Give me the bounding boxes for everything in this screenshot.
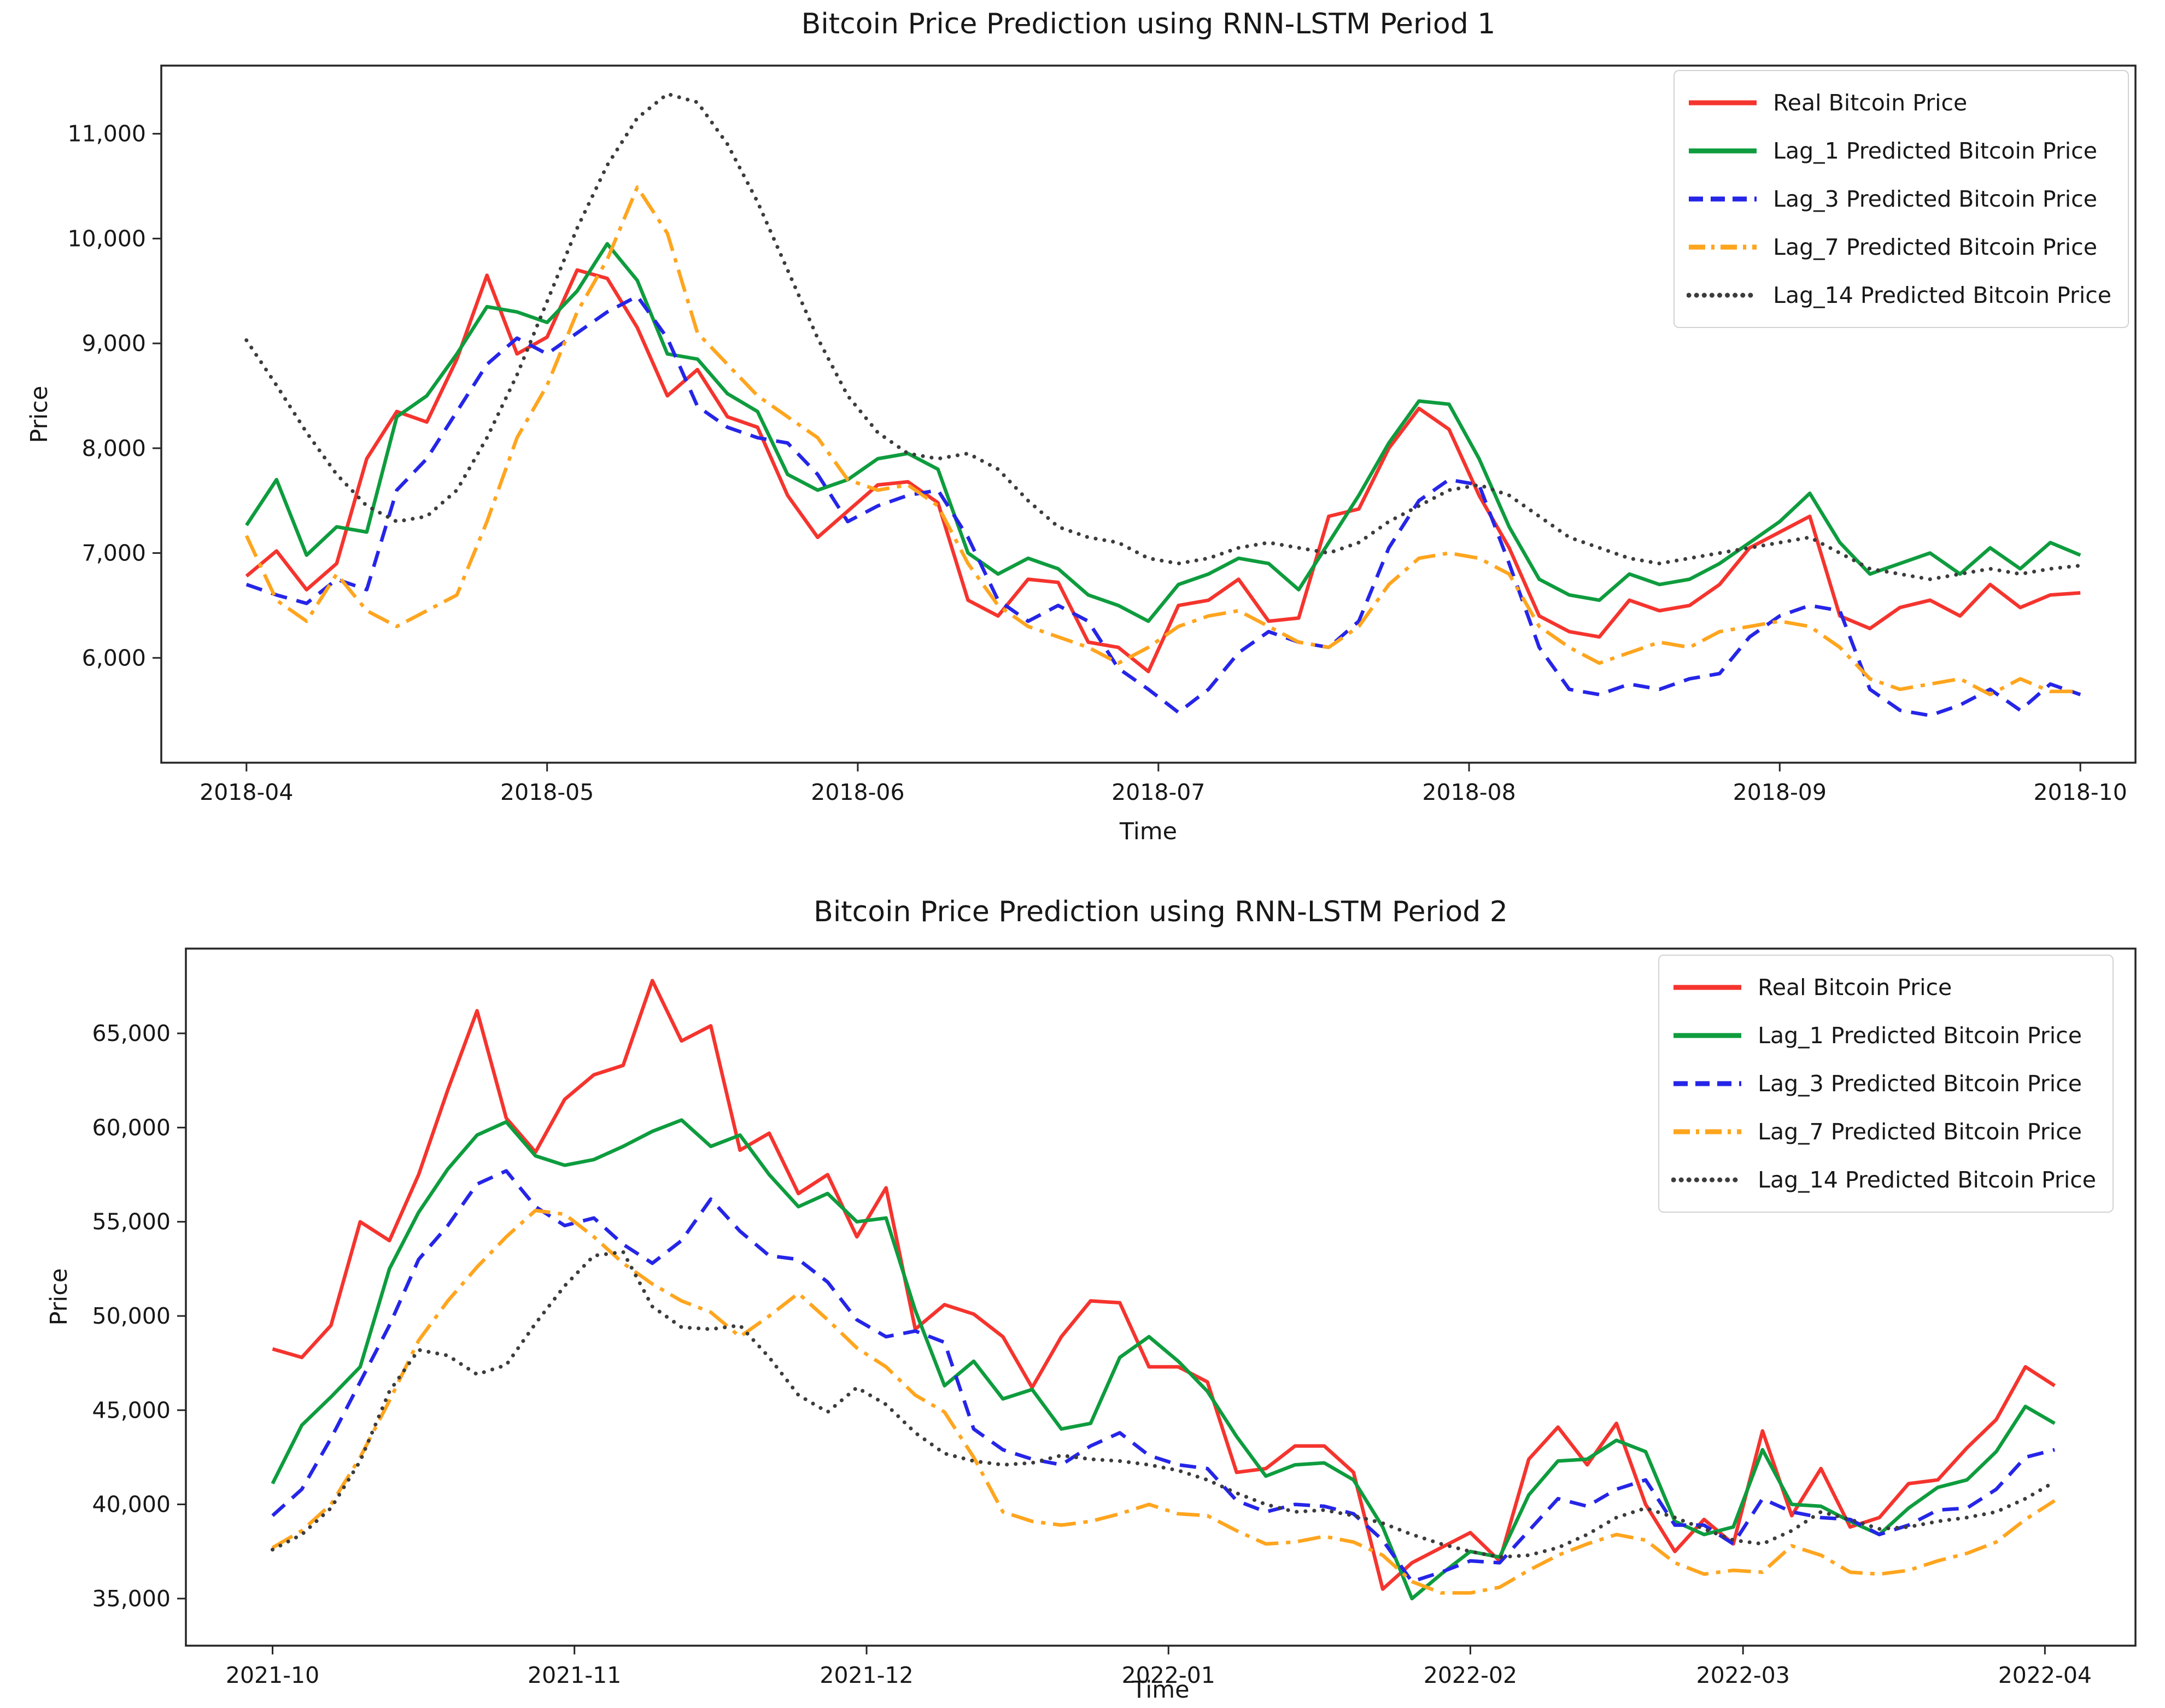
y-tick-label: 7,000 [82,540,146,566]
y-tick-label: 35,000 [92,1586,171,1612]
legend-period-1: Real Bitcoin Price Lag_1 Predicted Bitcoi… [1674,70,2129,328]
plot-area-period-1: 6,000 7,000 8,000 9,000 10,000 11,000 2018-04 2… [68,65,2137,805]
legend-item: Lag_1 Predicted Bitcoin Price [1671,1011,2096,1060]
y-tick-label: 60,000 [92,1114,171,1140]
legend-item: Lag_14 Predicted Bitcoin Price [1687,271,2111,319]
y-tick-label: 55,000 [92,1209,171,1235]
x-tick-label: 2022-01 [1122,1662,1215,1688]
plot-border [160,65,2137,764]
series-lines [244,92,2082,717]
y-tick-label: 65,000 [92,1020,171,1046]
series-line-lag-14-predicted-bitcoin-price [244,92,2082,581]
legend-label: Lag_14 Predicted Bitcoin Price [1773,282,2111,308]
series-line-lag-3-predicted-bitcoin-price [271,1169,2056,1584]
y-tick-label: 9,000 [82,330,146,356]
legend-line-sample-icon [1674,1033,1742,1038]
legend-item: Real Bitcoin Price [1687,79,2111,127]
legend-item: Lag_7 Predicted Bitcoin Price [1671,1108,2096,1156]
legend-label: Lag_7 Predicted Bitcoin Price [1773,234,2097,260]
legend-period-2: Real Bitcoin Price Lag_1 Predicted Bitcoi… [1658,955,2114,1213]
legend-label: Lag_3 Predicted Bitcoin Price [1758,1071,2082,1097]
x-tick-label: 2018-09 [1733,779,1827,805]
figure-period-1: Bitcoin Price Prediction using RNN-LSTM … [26,8,2137,845]
legend-item: Lag_3 Predicted Bitcoin Price [1671,1060,2096,1108]
legend-line-sample-icon [1674,1081,1742,1086]
legend-item: Lag_3 Predicted Bitcoin Price [1687,175,2111,223]
x-tick-label: 2021-10 [226,1662,319,1688]
y-tick-label: 10,000 [68,225,146,251]
y-tick-label: 45,000 [92,1397,171,1423]
chart-title-period-2: Bitcoin Price Prediction using RNN-LSTM … [814,896,1508,928]
legend-label: Lag_7 Predicted Bitcoin Price [1758,1119,2082,1145]
x-tick-label: 2018-10 [2034,779,2127,805]
legend-label: Lag_14 Predicted Bitcoin Price [1758,1167,2096,1193]
figure-period-2: Bitcoin Price Prediction using RNN-LSTM … [0,854,2165,1708]
x-tick-label: 2018-04 [200,779,293,805]
legend-label: Real Bitcoin Price [1758,974,1952,1001]
chart-title-period-1: Bitcoin Price Prediction using RNN-LSTM … [801,8,1496,40]
x-axis-label: Time [1119,818,1178,845]
legend-line-sample-icon [1689,100,1757,106]
series-lines [271,979,2057,1601]
x-tick-label: 2018-05 [500,779,594,805]
y-tick-label: 40,000 [92,1491,171,1518]
x-tick-label: 2021-11 [528,1662,621,1688]
legend-label: Real Bitcoin Price [1773,90,1968,116]
legend-item: Lag_1 Predicted Bitcoin Price [1687,127,2111,175]
legend-line-sample-icon [1689,244,1757,250]
series-line-lag-7-predicted-bitcoin-price [271,1208,2056,1595]
x-axis-label: Time [1132,1676,1190,1704]
plot-area-period-2: 35,000 40,000 45,000 50,000 55,000 60,000 65,0… [92,947,2137,1688]
series-line-lag-14-predicted-bitcoin-price [271,1250,2057,1559]
x-tick-label: 2018-07 [1111,779,1205,805]
x-tick-label: 2018-06 [811,779,904,805]
legend-item: Lag_7 Predicted Bitcoin Price [1687,223,2111,271]
y-tick-label: 8,000 [82,435,146,461]
x-tick-label: 2022-04 [1998,1662,2092,1688]
x-tick-label: 2021-12 [820,1662,913,1688]
legend-line-sample-icon [1674,1129,1742,1134]
legend-item: Lag_14 Predicted Bitcoin Price [1671,1156,2096,1204]
series-line-lag-3-predicted-bitcoin-price [245,294,2081,717]
series-line-real-bitcoin-price [245,268,2081,674]
series-line-lag-7-predicted-bitcoin-price [244,185,2081,697]
y-tick-label: 11,000 [68,121,146,147]
y-tick-label: 6,000 [82,645,146,671]
plot-border [185,947,2137,1647]
legend-line-sample-icon [1671,1177,1744,1183]
legend-line-sample-icon [1689,148,1757,154]
x-tick-label: 2022-03 [1696,1662,1790,1688]
x-tick-label: 2022-02 [1424,1662,1517,1688]
legend-item: Real Bitcoin Price [1671,963,2096,1011]
legend-label: Lag_3 Predicted Bitcoin Price [1773,186,2097,212]
x-tick-label: 2018-08 [1422,779,1516,805]
y-tick-label: 50,000 [92,1303,171,1329]
series-line-lag-1-predicted-bitcoin-price [271,1118,2056,1601]
series-line-real-bitcoin-price [272,979,2056,1591]
legend-label: Lag_1 Predicted Bitcoin Price [1773,138,2097,164]
legend-label: Lag_1 Predicted Bitcoin Price [1758,1022,2082,1049]
legend-line-sample-icon [1689,196,1757,202]
legend-line-sample-icon [1674,985,1742,990]
series-line-lag-1-predicted-bitcoin-price [245,242,2081,623]
legend-line-sample-icon [1687,293,1759,298]
